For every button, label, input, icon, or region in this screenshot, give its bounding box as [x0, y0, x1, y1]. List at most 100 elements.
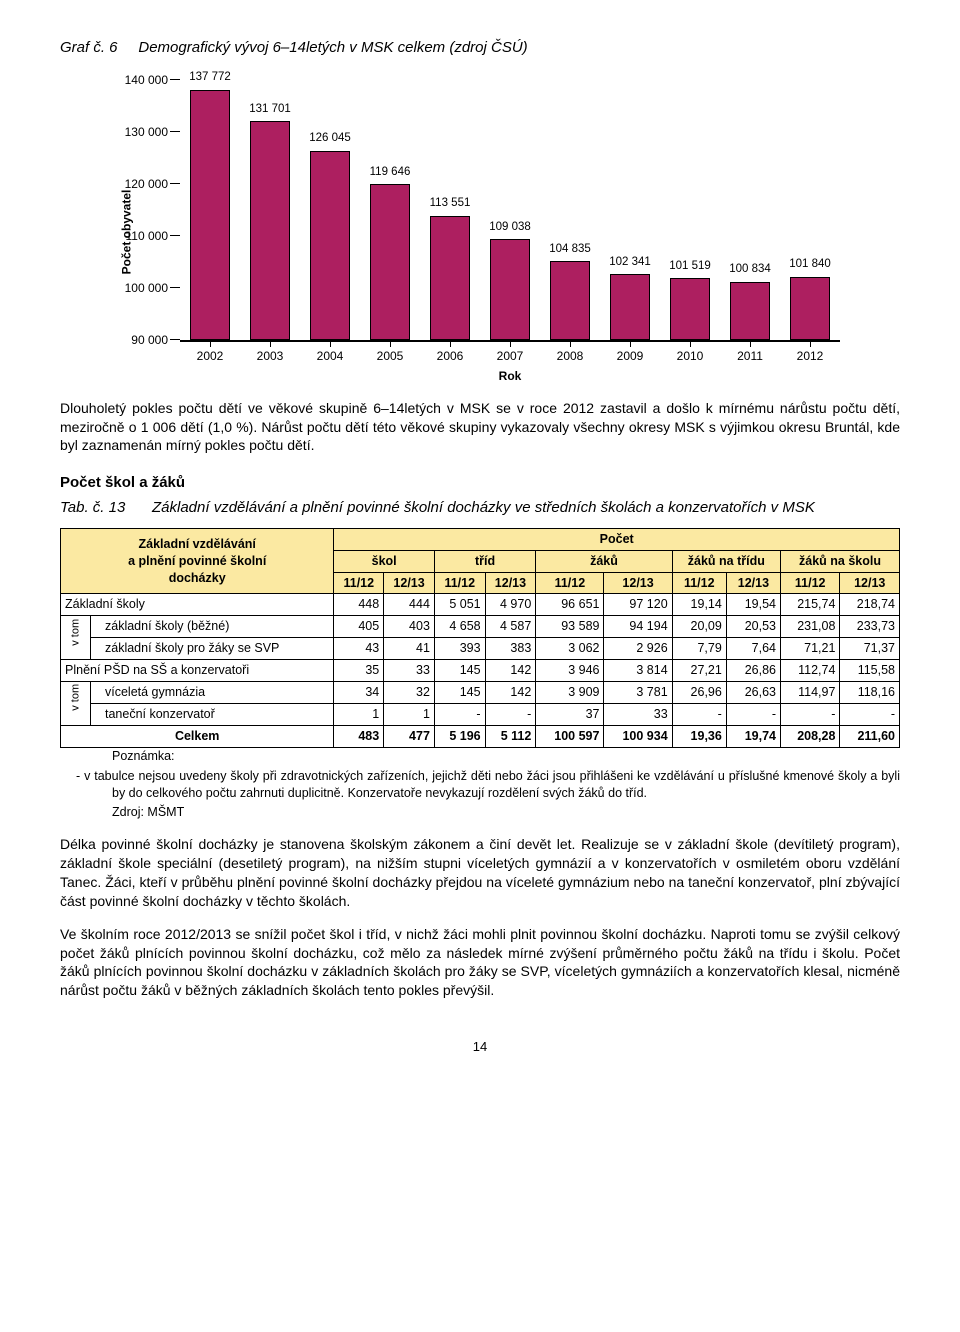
table-cell: 403	[384, 616, 435, 638]
table-cell: 5 196	[434, 725, 485, 747]
bar-value-label: 119 646	[370, 165, 411, 181]
table-cell: 100 934	[604, 725, 672, 747]
x-tick-label: 2004	[300, 341, 360, 364]
x-tick-label: 2003	[240, 341, 300, 364]
y-tick-label: 120 000	[116, 176, 168, 192]
chart-plot-area: 137 772131 701126 045119 646113 551109 0…	[180, 80, 840, 341]
table-cell: 33	[604, 703, 672, 725]
chart-heading: Graf č. 6 Demografický vývoj 6–14letých …	[60, 38, 900, 58]
table-cell: 1	[384, 703, 435, 725]
y-tick-label: 140 000	[116, 72, 168, 88]
table-cell: 142	[485, 681, 536, 703]
bar-value-label: 113 551	[430, 196, 471, 212]
x-axis-label: Rok	[180, 368, 840, 384]
row-label: Celkem	[61, 725, 334, 747]
table-cell: 2 926	[604, 638, 672, 660]
paragraph-2: Délka povinné školní docházky je stanove…	[60, 835, 900, 911]
table-cell: 41	[384, 638, 435, 660]
bar-column: 101 840	[780, 257, 840, 340]
table-cell: 93 589	[536, 616, 604, 638]
table-cell: 393	[434, 638, 485, 660]
bar	[190, 90, 229, 340]
bar-value-label: 109 038	[489, 220, 531, 236]
paragraph-1: Dlouholetý pokles počtu dětí ve věkové s…	[60, 399, 900, 456]
section-heading: Počet škol a žáků	[60, 473, 900, 493]
page-number: 14	[60, 1038, 900, 1056]
table-heading: Tab. č. 13 Základní vzdělávání a plnění …	[60, 498, 900, 518]
table-cell: 383	[485, 638, 536, 660]
table-head-pocet: Počet	[334, 528, 900, 550]
table-cell: 231,08	[781, 616, 840, 638]
note-head: Poznámka:	[112, 748, 900, 765]
y-tick-label: 130 000	[116, 124, 168, 140]
table-cell: -	[434, 703, 485, 725]
table-cell: 35	[334, 660, 384, 682]
table-cell: 145	[434, 681, 485, 703]
row-label: taneční konzervatoř	[91, 703, 334, 725]
x-tick-label: 2006	[420, 341, 480, 364]
row-label: Základní školy	[61, 594, 334, 616]
table-cell: -	[840, 703, 900, 725]
table-row: Základní školy4484445 0514 97096 65197 1…	[61, 594, 900, 616]
table-row: Celkem4834775 1965 112100 597100 93419,3…	[61, 725, 900, 747]
table-cell: 477	[384, 725, 435, 747]
table-cell: 26,96	[672, 681, 726, 703]
bar-value-label: 102 341	[609, 255, 651, 271]
table-year-head: 12/13	[840, 572, 900, 594]
y-tick-label: 90 000	[116, 332, 168, 348]
y-tick	[170, 235, 180, 236]
table-cell: -	[485, 703, 536, 725]
data-table: Základní vzdělávánía plnění povinné škol…	[60, 528, 900, 748]
table-cell: 20,09	[672, 616, 726, 638]
table-cell: 96 651	[536, 594, 604, 616]
table-cell: 215,74	[781, 594, 840, 616]
table-cell: 19,14	[672, 594, 726, 616]
table-year-head: 11/12	[672, 572, 726, 594]
bar	[790, 277, 829, 341]
bar-column: 119 646	[360, 165, 420, 341]
table-corner: Základní vzdělávánía plnění povinné škol…	[61, 528, 334, 594]
table-cell: 100 597	[536, 725, 604, 747]
bar	[730, 282, 769, 340]
table-year-head: 12/13	[726, 572, 780, 594]
graf-title: Demografický vývoj 6–14letých v MSK celk…	[138, 39, 527, 56]
bar	[250, 121, 289, 340]
bar-column: 101 519	[660, 259, 720, 340]
bar-column: 100 834	[720, 262, 780, 340]
table-cell: 26,63	[726, 681, 780, 703]
table-cell: 3 946	[536, 660, 604, 682]
source: Zdroj: MŠMT	[112, 804, 900, 821]
table-year-head: 12/13	[485, 572, 536, 594]
table-cell: 43	[334, 638, 384, 660]
table-cell: 94 194	[604, 616, 672, 638]
table-cell: 112,74	[781, 660, 840, 682]
table-subhead: žáků na třídu	[672, 550, 780, 572]
bar-column: 131 701	[240, 102, 300, 340]
tab-number: Tab. č. 13	[60, 498, 152, 518]
table-cell: 3 781	[604, 681, 672, 703]
bars-group: 137 772131 701126 045119 646113 551109 0…	[180, 80, 840, 340]
table-cell: 71,21	[781, 638, 840, 660]
table-row: v tomzákladní školy (běžné)4054034 6584 …	[61, 616, 900, 638]
paragraph-3: Ve školním roce 2012/2013 se snížil poče…	[60, 925, 900, 1001]
y-tick-label: 110 000	[116, 228, 168, 244]
bar	[430, 216, 469, 340]
table-year-head: 11/12	[536, 572, 604, 594]
y-tick-label: 100 000	[116, 280, 168, 296]
table-subhead: tříd	[434, 550, 535, 572]
table-cell: 208,28	[781, 725, 840, 747]
table-cell: 118,16	[840, 681, 900, 703]
y-tick	[170, 131, 180, 132]
x-tick-label: 2011	[720, 341, 780, 364]
table-year-head: 11/12	[434, 572, 485, 594]
x-tick-label: 2007	[480, 341, 540, 364]
table-cell: 448	[334, 594, 384, 616]
bar-column: 102 341	[600, 255, 660, 341]
bar-chart: Počet obyvatel 137 772131 701126 045119 …	[120, 80, 840, 384]
table-cell: 114,97	[781, 681, 840, 703]
table-cell: 483	[334, 725, 384, 747]
y-tick	[170, 79, 180, 80]
table-cell: -	[672, 703, 726, 725]
bar	[550, 261, 589, 340]
table-cell: 33	[384, 660, 435, 682]
